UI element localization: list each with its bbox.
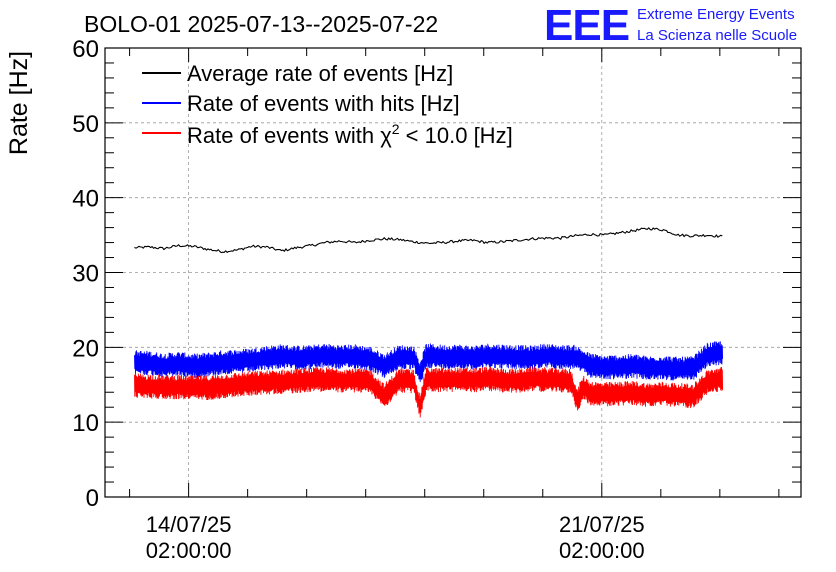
x-tick-label-time: 02:00:00 (146, 538, 232, 563)
y-tick-label: 10 (72, 410, 99, 437)
y-tick-label: 30 (72, 261, 99, 288)
series-line-1 (134, 227, 723, 254)
series-line-2 (134, 341, 724, 382)
chart-title: BOLO-01 2025-07-13--2025-07-22 (84, 11, 438, 37)
y-tick-label: 20 (72, 335, 99, 362)
legend-label-chi2-prefix: Rate of events with χ (187, 123, 392, 148)
y-tick-label: 60 (72, 36, 99, 63)
y-tick-label: 50 (72, 111, 99, 138)
eee-logo: EEE Extreme Energy Events La Scienza nel… (544, 1, 797, 50)
x-tick-label-date: 14/07/25 (146, 512, 232, 537)
axis-ticks (105, 47, 801, 498)
y-tick-label: 40 (72, 186, 99, 213)
brand-line-1: Extreme Energy Events (637, 6, 795, 23)
legend-label-chi2: Rate of events with χ2 < 10.0 [Hz] (187, 121, 513, 148)
series-layer (134, 227, 724, 418)
x-tick-label-time: 02:00:00 (559, 538, 645, 563)
legend-label-chi2-suffix: < 10.0 [Hz] (400, 123, 513, 148)
y-tick-label: 0 (86, 485, 99, 512)
axis-tick-labels: 010203040506014/07/2502:00:0021/07/2502:… (72, 36, 644, 563)
y-axis-label: Rate [Hz] (5, 51, 33, 155)
brand-line-2: La Scienza nelle Scuole (637, 27, 797, 44)
eee-logo-text: EEE (544, 1, 629, 50)
series-line-3 (134, 366, 724, 418)
legend-label-chi2-sup: 2 (392, 121, 400, 137)
legend-label-average: Average rate of events [Hz] (187, 61, 453, 86)
x-tick-label-date: 21/07/25 (559, 512, 645, 537)
legend-label-hits: Rate of events with hits [Hz] (187, 91, 460, 116)
legend: Average rate of events [Hz] Rate of even… (142, 61, 513, 148)
